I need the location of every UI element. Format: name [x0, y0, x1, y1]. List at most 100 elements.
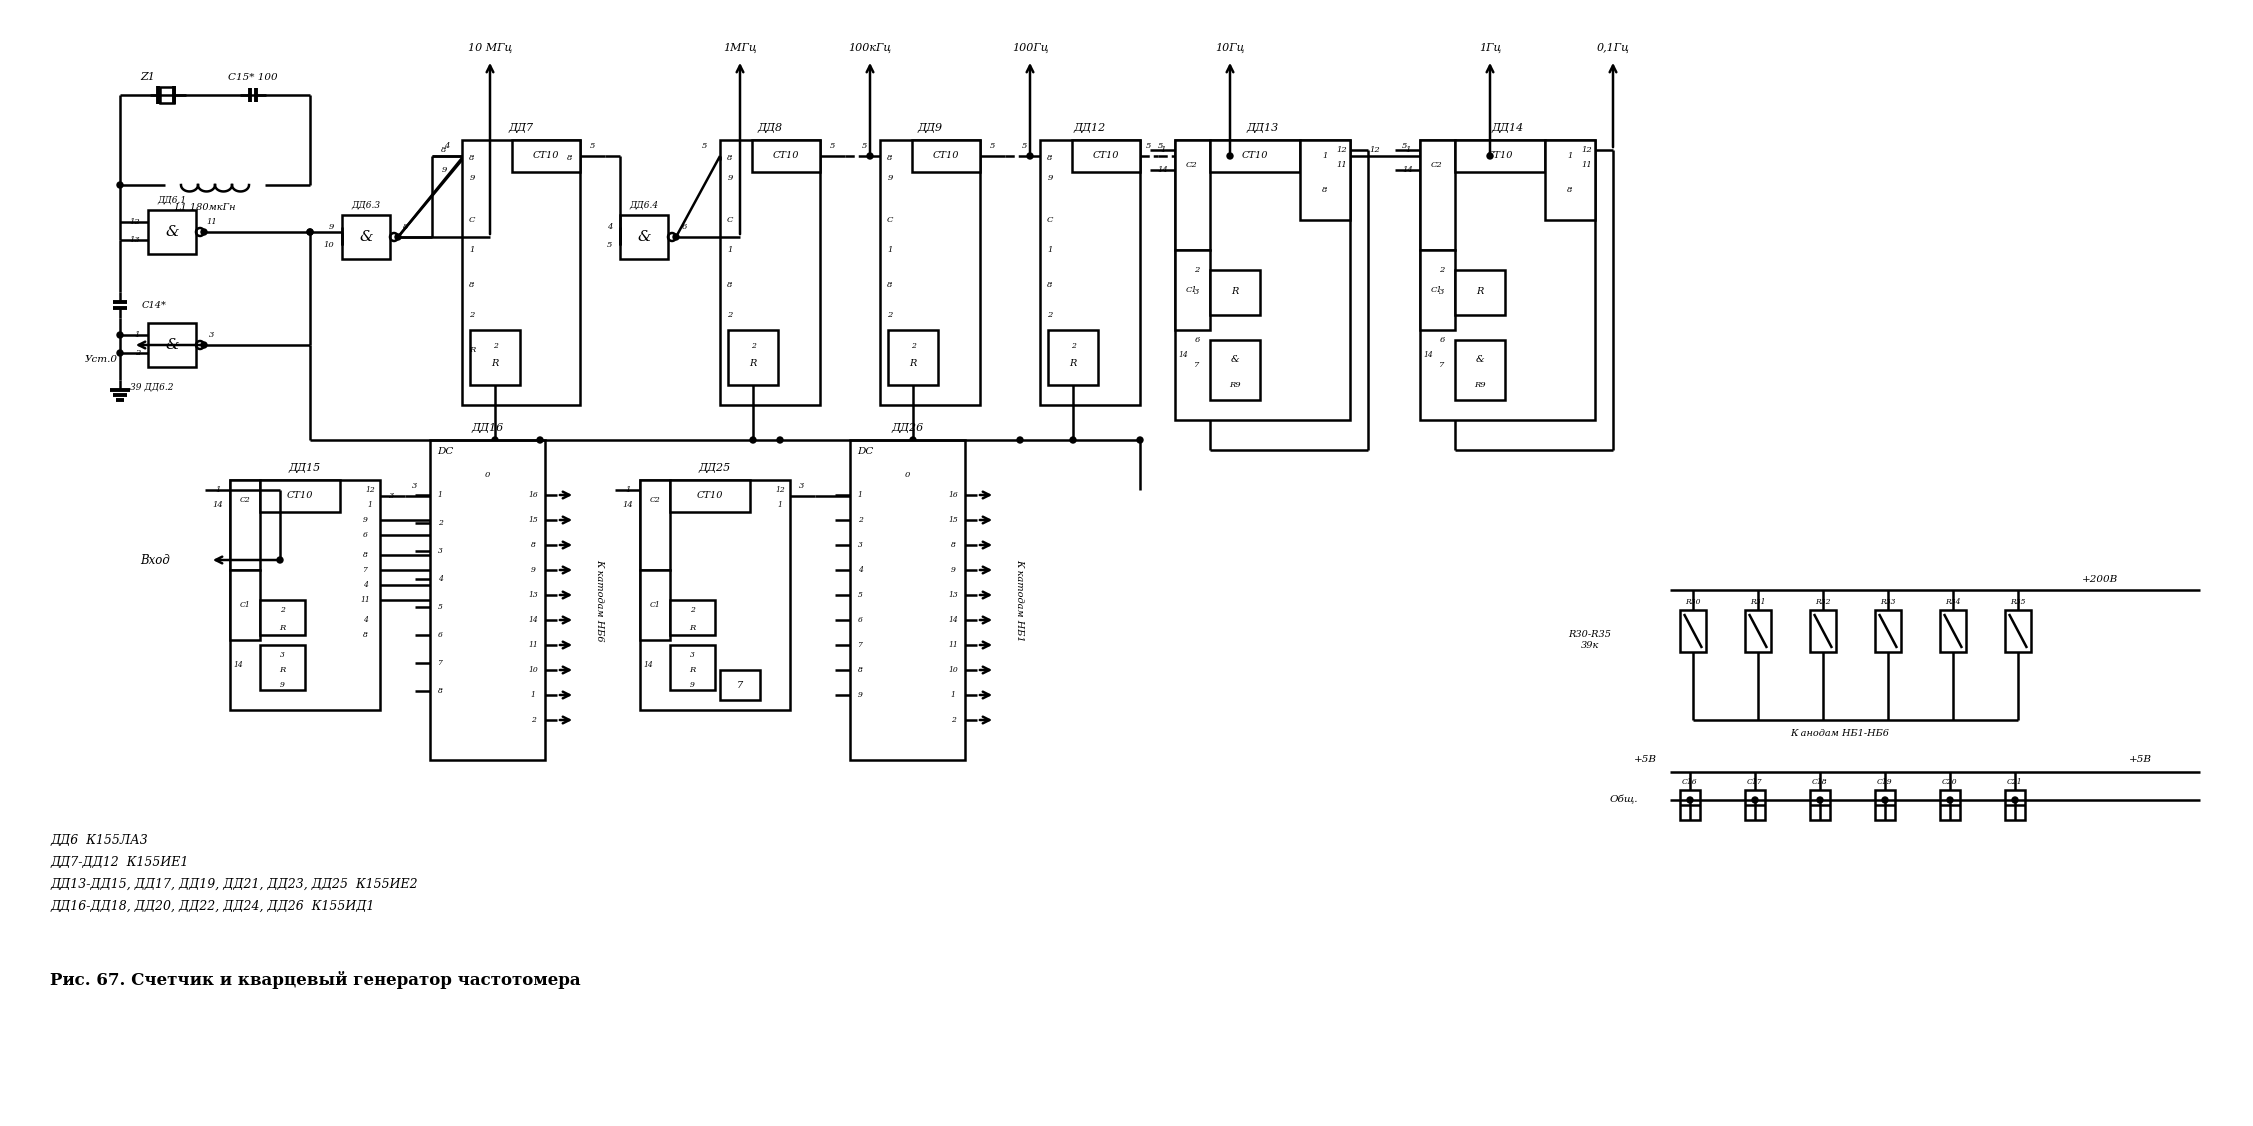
Text: 11: 11	[360, 596, 369, 604]
Bar	[1176, 140, 1350, 420]
Text: 0: 0	[484, 471, 491, 479]
Text: R34: R34	[1944, 598, 1960, 606]
Text: СТ10: СТ10	[1487, 152, 1514, 161]
Text: 1: 1	[728, 245, 732, 254]
Circle shape	[277, 557, 284, 563]
Text: C1: C1	[1431, 286, 1442, 294]
Text: R35: R35	[2010, 598, 2025, 606]
Text: 3: 3	[279, 651, 284, 659]
Text: 1: 1	[529, 691, 536, 699]
Text: 1: 1	[367, 501, 372, 509]
Text: 12: 12	[365, 486, 374, 494]
Text: 6: 6	[858, 616, 863, 624]
Bar	[640, 480, 791, 711]
Text: C20: C20	[1942, 778, 1958, 786]
Bar	[149, 323, 196, 367]
Circle shape	[910, 437, 917, 443]
Text: R33: R33	[1881, 598, 1895, 606]
Text: Рис. 67. Счетчик и кварцевый генератор частотомера: Рис. 67. Счетчик и кварцевый генератор ч…	[50, 971, 581, 989]
Text: ДД12: ДД12	[1075, 123, 1106, 133]
Text: 4: 4	[606, 223, 613, 231]
Text: 8: 8	[442, 146, 446, 154]
Text: 14: 14	[212, 501, 223, 509]
Text: 7: 7	[1440, 361, 1444, 369]
Text: 14: 14	[527, 616, 538, 624]
Text: 5: 5	[703, 142, 707, 150]
Text: 5: 5	[863, 142, 867, 150]
Text: 8: 8	[469, 282, 475, 289]
Text: 6: 6	[1440, 336, 1444, 345]
Text: 6: 6	[437, 631, 442, 638]
Text: R: R	[469, 346, 475, 354]
Text: 10: 10	[527, 665, 538, 674]
Text: К катодам НБ1: К катодам НБ1	[1016, 558, 1025, 642]
Text: 1МГц: 1МГц	[723, 43, 757, 53]
Text: ДД16-ДД18, ДД20, ДД22, ДД24, ДД26  К155ИД1: ДД16-ДД18, ДД20, ДД22, ДД24, ДД26 К155ИД…	[50, 900, 374, 912]
Text: R: R	[910, 358, 917, 367]
Text: 14: 14	[1178, 351, 1187, 359]
Text: 7: 7	[363, 566, 367, 574]
Text: C21: C21	[2007, 778, 2023, 786]
Bar	[259, 600, 304, 635]
Circle shape	[536, 437, 543, 443]
Text: &: &	[164, 338, 178, 352]
Text: 1: 1	[135, 331, 140, 339]
Text: C1: C1	[1185, 286, 1199, 294]
Text: C1: C1	[649, 601, 660, 609]
Text: 2: 2	[135, 349, 140, 357]
Text: 3: 3	[689, 651, 694, 659]
Text: Уст.0: Уст.0	[86, 356, 117, 365]
Text: 5: 5	[1158, 142, 1163, 150]
Bar	[1874, 610, 1902, 652]
Circle shape	[1027, 153, 1032, 159]
Text: 9: 9	[279, 681, 284, 689]
Bar	[2005, 790, 2025, 820]
Text: 9: 9	[329, 223, 333, 231]
Bar	[881, 140, 980, 405]
Text: 3: 3	[1440, 288, 1444, 296]
Text: 9: 9	[951, 566, 955, 574]
Circle shape	[306, 229, 313, 235]
Bar	[1455, 140, 1546, 172]
Text: 12: 12	[128, 218, 140, 226]
Text: 9: 9	[1048, 175, 1052, 182]
Bar	[640, 570, 669, 640]
Text: 0,1Гц: 0,1Гц	[1597, 43, 1629, 53]
Text: 8: 8	[1568, 186, 1573, 194]
Text: 39 ДД6.2: 39 ДД6.2	[131, 383, 173, 392]
Text: 1: 1	[1323, 152, 1327, 160]
Text: ДД13-ДД15, ДД17, ДД19, ДД21, ДД23, ДД25  К155ИЕ2: ДД13-ДД15, ДД17, ДД19, ДД21, ДД23, ДД25 …	[50, 877, 417, 891]
Text: C14*: C14*	[142, 301, 167, 310]
Text: C: C	[728, 216, 732, 224]
Bar	[753, 140, 820, 172]
Text: 1: 1	[951, 691, 955, 699]
Text: 1: 1	[1160, 146, 1165, 154]
Text: +5В: +5В	[1633, 756, 1656, 765]
Text: 13: 13	[527, 591, 538, 599]
Bar	[1072, 140, 1140, 172]
Bar	[462, 140, 579, 405]
Text: 2: 2	[529, 716, 536, 724]
Text: Общ.: Общ.	[1609, 795, 1638, 805]
Text: 12: 12	[1582, 146, 1593, 154]
Text: 9: 9	[728, 175, 732, 182]
Text: R: R	[750, 358, 757, 367]
Text: 3: 3	[437, 547, 442, 555]
Text: 3: 3	[858, 540, 863, 549]
Text: 14: 14	[622, 501, 633, 509]
Text: 8: 8	[888, 282, 892, 289]
Text: 16: 16	[527, 491, 538, 499]
Text: C18: C18	[1811, 778, 1827, 786]
Text: 1: 1	[216, 486, 221, 494]
Bar	[1300, 140, 1350, 220]
Bar	[230, 570, 259, 640]
Text: 8: 8	[363, 631, 367, 638]
Text: C: C	[1048, 216, 1052, 224]
Text: 4: 4	[437, 575, 442, 583]
Text: R32: R32	[1816, 598, 1832, 606]
Text: 7: 7	[858, 641, 863, 649]
Text: 8: 8	[437, 687, 442, 695]
Text: СТ10: СТ10	[532, 152, 559, 161]
Text: 1: 1	[437, 491, 442, 499]
Bar	[1809, 790, 1829, 820]
